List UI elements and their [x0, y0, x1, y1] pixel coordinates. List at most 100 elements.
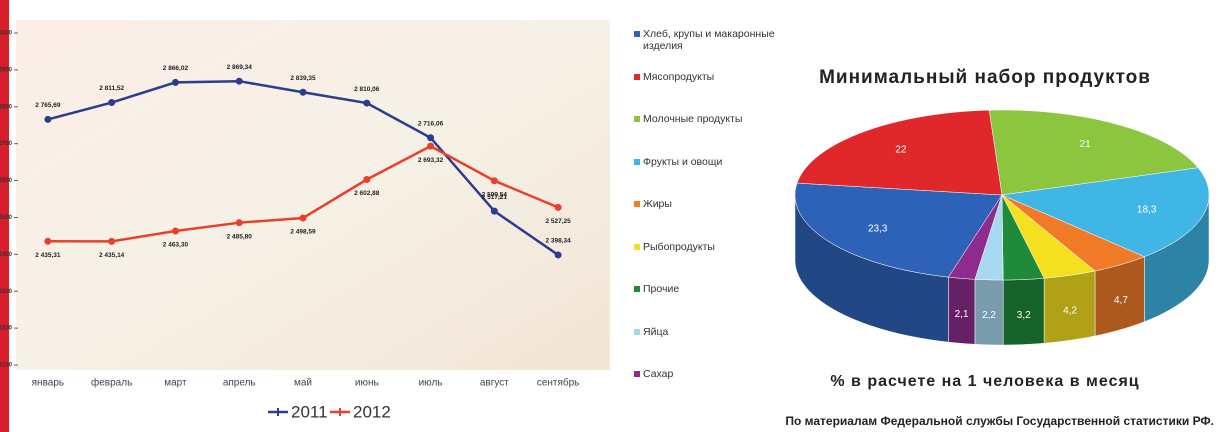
point: [172, 79, 179, 86]
legend-swatch: [634, 116, 640, 122]
data-label: 2,1: [955, 309, 969, 320]
data-label: 2 498,59: [290, 229, 316, 236]
legend-label: Фрукты и овощи: [643, 156, 722, 168]
y-tick-label: 2800: [0, 104, 13, 110]
source: По материалам Федеральной службы Государ…: [785, 414, 1214, 428]
data-label: 2 693,32: [418, 157, 444, 164]
legend-item: Молочные продукты: [634, 113, 794, 156]
x-tick-label: апрель: [223, 378, 256, 389]
legend-swatch: [634, 201, 640, 207]
data-label: 2 599,54: [482, 191, 508, 198]
legend-swatch: [634, 329, 640, 335]
y-tick-label: 2600: [0, 178, 13, 184]
data-label: 4,7: [1114, 295, 1128, 306]
legend-item: Хлеб, крупы и макаронные изделия: [634, 28, 794, 71]
point: [491, 177, 498, 184]
pie-legend: Хлеб, крупы и макаронные изделия Мясопрод…: [634, 28, 794, 411]
point: [427, 134, 434, 141]
y-tick-label: 2900: [0, 67, 13, 73]
y-tick-label: 2400: [0, 252, 13, 258]
data-label: 23,3: [868, 223, 888, 234]
point: [44, 238, 51, 245]
point: [300, 214, 307, 221]
legend-item: Прочие: [634, 283, 794, 326]
legend-swatch: [634, 244, 640, 250]
point: [300, 89, 307, 96]
data-label: 2 839,35: [290, 75, 316, 82]
data-label: 2 485,80: [227, 233, 253, 240]
page: {"chart_data": [ {"type": "line", "categ…: [0, 0, 1221, 432]
x-tick-label: июнь: [355, 378, 379, 389]
x-tick-label: август: [480, 378, 509, 389]
legend-label: Жиры: [643, 198, 672, 210]
legend-marker: [336, 408, 344, 416]
point: [236, 78, 243, 85]
legend-swatch: [634, 286, 640, 292]
point: [172, 227, 179, 234]
point: [363, 100, 370, 107]
y-tick-label: 2200: [0, 326, 13, 332]
legend-swatch: [634, 371, 640, 377]
x-tick-label: январь: [32, 378, 64, 389]
point: [555, 251, 562, 258]
legend-item: Мясопродукты: [634, 71, 794, 114]
legend-label: Прочие: [643, 283, 679, 295]
legend-item: Жиры: [634, 198, 794, 241]
y-tick-label: 3000: [0, 31, 13, 37]
legend-label: 2011: [291, 402, 328, 421]
data-label: 21: [1080, 139, 1092, 150]
legend-label: 2012: [353, 402, 391, 421]
legend-swatch: [634, 31, 640, 37]
pie-subtitle: % в расчете на 1 человека в месяц: [830, 373, 1139, 390]
legend-swatch: [634, 159, 640, 165]
data-label: 3,2: [1017, 310, 1031, 321]
point: [491, 208, 498, 215]
legend-label: Молочные продукты: [643, 113, 742, 125]
data-label: 2 602,88: [354, 190, 380, 197]
x-tick-label: март: [164, 378, 187, 389]
legend-item: Сахар: [634, 368, 794, 411]
x-tick-label: июль: [419, 378, 443, 389]
point: [363, 176, 370, 183]
point: [108, 238, 115, 245]
legend-label: Хлеб, крупы и макаронные изделия: [643, 28, 794, 52]
point: [555, 204, 562, 211]
x-tick-label: февраль: [91, 377, 132, 389]
legend-swatch: [634, 74, 640, 80]
legend-label: Мясопродукты: [643, 71, 714, 83]
data-label: 18,3: [1137, 204, 1157, 215]
data-label: 2 716,06: [418, 120, 444, 127]
data-label: 2,2: [982, 310, 996, 321]
x-tick-label: сентябрь: [537, 377, 580, 389]
charts: Минимальный набор продуктов % в расчете …: [0, 0, 1221, 432]
data-label: 2 435,31: [35, 252, 61, 259]
point: [44, 116, 51, 123]
legend-item: Яйца: [634, 326, 794, 369]
data-label: 4,2: [1063, 306, 1077, 317]
data-label: 2 463,30: [163, 242, 189, 249]
data-label: 2 765,69: [35, 102, 61, 109]
data-label: 2 869,34: [227, 64, 253, 71]
data-label: 2 527,25: [545, 218, 571, 225]
y-tick-label: 2700: [0, 141, 13, 147]
legend-item: Фрукты и овощи: [634, 156, 794, 199]
y-tick-label: 2300: [0, 289, 13, 295]
legend-label: Яйца: [643, 326, 668, 338]
point: [108, 99, 115, 106]
y-tick-label: 2500: [0, 215, 13, 221]
data-label: 22: [895, 145, 907, 156]
legend-item: Рыбопродукты: [634, 241, 794, 284]
data-label: 2 398,34: [545, 238, 571, 245]
plot-background: [16, 20, 610, 370]
point: [236, 219, 243, 226]
point: [427, 143, 434, 150]
data-label: 2 435,14: [99, 252, 125, 259]
data-label: 2 810,06: [354, 86, 380, 93]
data-label: 2 866,02: [163, 65, 189, 72]
data-label: 2 811,52: [99, 85, 124, 92]
legend-marker: [274, 408, 282, 416]
x-tick-label: май: [294, 378, 312, 389]
pie-title: Минимальный набор продуктов: [819, 67, 1151, 88]
y-tick-label: 2100: [0, 363, 13, 369]
legend-label: Рыбопродукты: [643, 241, 715, 253]
